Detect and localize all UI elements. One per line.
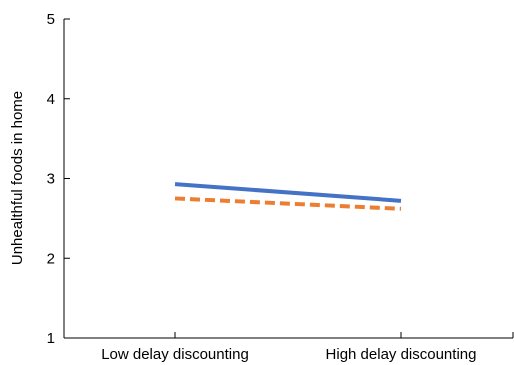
y-tick-label: 5 <box>47 11 55 28</box>
y-tick-label: 3 <box>47 171 55 188</box>
x-category-label: High delay discounting <box>326 346 477 363</box>
series-line-2 <box>174 196 402 211</box>
y-tick-label: 1 <box>47 330 55 347</box>
y-tick-label: 2 <box>47 250 55 267</box>
y-axis-title: Unhealthful foods in home <box>9 91 26 265</box>
x-category-label: Low delay discounting <box>101 346 249 363</box>
y-tick-label: 4 <box>47 91 55 108</box>
series-line-1 <box>174 182 402 203</box>
